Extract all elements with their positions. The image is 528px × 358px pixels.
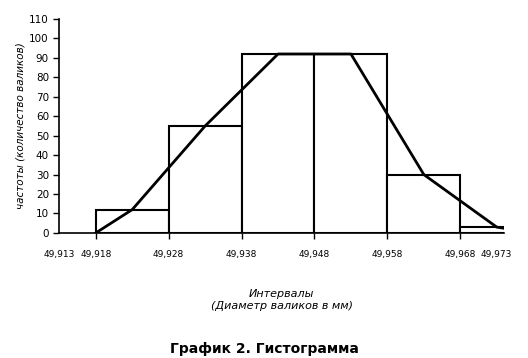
Bar: [96, 209, 168, 233]
Text: 49,913: 49,913: [44, 250, 75, 259]
Bar: [388, 175, 460, 233]
Text: График 2. Гистограмма: График 2. Гистограмма: [169, 342, 359, 356]
Bar: [242, 54, 315, 233]
Bar: [315, 54, 388, 233]
X-axis label: Интервалы
(Диаметр валиков в мм): Интервалы (Диаметр валиков в мм): [211, 289, 353, 311]
Y-axis label: частоты (количество валиков): частоты (количество валиков): [15, 43, 25, 209]
Text: 49,973: 49,973: [481, 250, 512, 259]
Bar: [168, 126, 242, 233]
Bar: [460, 227, 528, 233]
